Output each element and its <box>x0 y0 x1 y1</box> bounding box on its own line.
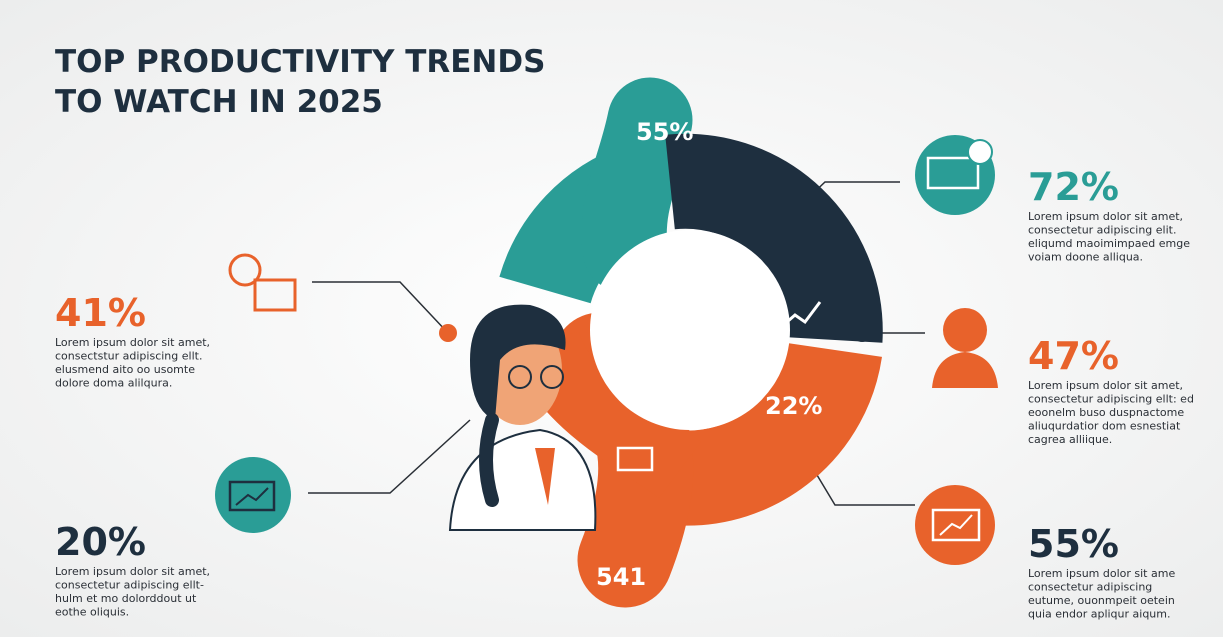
stat-text: aliuqurdatior dom esnestiat <box>1028 420 1181 433</box>
stat-text: consectetur adipiscing ellt- <box>55 579 204 592</box>
person <box>448 304 597 531</box>
stat-text: eutume, ouonmpeit oetein <box>1028 594 1175 607</box>
ring-label: 22% <box>765 392 822 420</box>
ring-label: 541 <box>596 563 646 591</box>
stat-value: 41% <box>55 291 146 335</box>
icon <box>779 301 822 330</box>
stat-value: 72% <box>1028 165 1119 209</box>
stat-text: consectetur adipiscing elit. <box>1028 224 1176 237</box>
stat-text: Lorem ipsum dolor sit amet, <box>55 565 210 578</box>
stat-text: dolore doma alilqura. <box>55 377 172 390</box>
stat-text: Lorem ipsum dolor sit amet, <box>55 336 210 349</box>
stat-text: eoonelm buso duspnactome <box>1028 406 1184 419</box>
dot <box>439 324 457 342</box>
icon <box>616 446 654 472</box>
icon <box>215 135 998 565</box>
title-line: TO WATCH IN 2025 <box>55 84 383 120</box>
stat-text: consectstur adipiscing ellt. <box>55 350 202 363</box>
stat-text: cagrea alliique. <box>1028 433 1112 446</box>
stat-value: 47% <box>1028 334 1119 378</box>
stat-text: hulm et mo dolorddout ut <box>55 592 197 605</box>
ring-label: 55% <box>636 118 693 146</box>
stat-text: quia endor apliqur aiqum. <box>1028 608 1171 621</box>
ring-hole <box>590 230 790 430</box>
stat-text: elusmend aito oo usomte <box>55 363 195 376</box>
stat-text: eliqumd maoimimpaed emge <box>1028 237 1190 250</box>
stat-text: Lorem ipsum dolor sit ame <box>1028 567 1175 580</box>
stat-value: 20% <box>55 520 146 564</box>
stat-value: 55% <box>1028 522 1119 566</box>
title-line: TOP PRODUCTIVITY TRENDS <box>55 44 545 80</box>
stat-text: consectetur adipiscing <box>1028 581 1152 594</box>
stat-text: voiam doone alliqua. <box>1028 251 1143 264</box>
stat-text: Lorem ipsum dolor sit amet, <box>1028 379 1183 392</box>
stat-text: consectetur adipiscing ellt: ed <box>1028 393 1194 406</box>
stat-text: Lorem ipsum dolor sit amet, <box>1028 210 1183 223</box>
stat-text: eothe oliquis. <box>55 606 129 619</box>
